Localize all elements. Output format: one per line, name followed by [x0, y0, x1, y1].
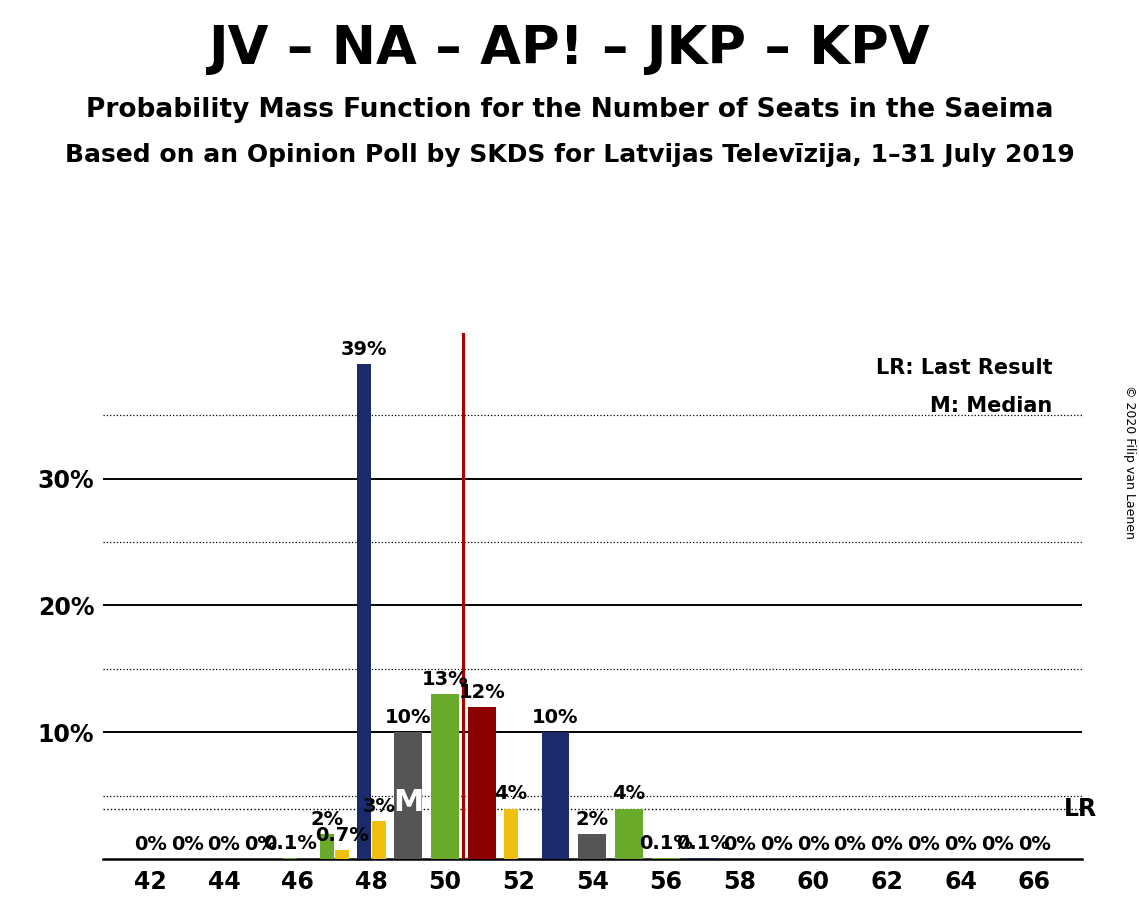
Text: 4%: 4%: [613, 784, 646, 804]
Bar: [689, 858, 716, 859]
Bar: [357, 364, 370, 859]
Bar: [579, 834, 606, 859]
Text: 10%: 10%: [385, 709, 432, 727]
Text: Based on an Opinion Poll by SKDS for Latvijas Televīzija, 1–31 July 2019: Based on an Opinion Poll by SKDS for Lat…: [65, 143, 1074, 167]
Bar: [320, 834, 334, 859]
Text: 0%: 0%: [981, 835, 1014, 855]
Text: 2%: 2%: [575, 809, 609, 829]
Text: 0%: 0%: [760, 835, 793, 855]
Text: LR: LR: [1064, 796, 1097, 821]
Bar: [372, 821, 386, 859]
Text: 39%: 39%: [341, 340, 387, 359]
Text: 0%: 0%: [944, 835, 977, 855]
Text: 0%: 0%: [870, 835, 903, 855]
Text: 10%: 10%: [532, 709, 579, 727]
Text: 0%: 0%: [723, 835, 756, 855]
Bar: [335, 850, 350, 859]
Text: © 2020 Filip van Laenen: © 2020 Filip van Laenen: [1123, 385, 1137, 539]
Bar: [468, 707, 495, 859]
Text: 0%: 0%: [834, 835, 867, 855]
Text: 0.1%: 0.1%: [263, 834, 317, 853]
Text: 2%: 2%: [310, 809, 343, 829]
Text: 4%: 4%: [494, 784, 527, 804]
Text: Probability Mass Function for the Number of Seats in the Saeima: Probability Mass Function for the Number…: [85, 97, 1054, 123]
Text: 13%: 13%: [421, 670, 468, 689]
Text: 0.7%: 0.7%: [316, 826, 369, 845]
Bar: [432, 694, 459, 859]
Text: LR: Last Result: LR: Last Result: [876, 358, 1052, 378]
Text: JV – NA – AP! – JKP – KPV: JV – NA – AP! – JKP – KPV: [208, 23, 931, 75]
Bar: [394, 733, 421, 859]
Text: 0%: 0%: [134, 835, 166, 855]
Text: 0.1%: 0.1%: [639, 834, 693, 853]
Text: 12%: 12%: [458, 683, 506, 702]
Bar: [503, 808, 518, 859]
Text: 0.1%: 0.1%: [675, 834, 730, 853]
Bar: [282, 858, 297, 859]
Bar: [653, 858, 680, 859]
Text: 0%: 0%: [245, 835, 277, 855]
Text: 3%: 3%: [362, 797, 395, 816]
Text: 0%: 0%: [1018, 835, 1050, 855]
Text: 0%: 0%: [797, 835, 829, 855]
Text: M: Median: M: Median: [931, 396, 1052, 416]
Text: 0%: 0%: [171, 835, 204, 855]
Text: 0%: 0%: [908, 835, 940, 855]
Bar: [542, 733, 570, 859]
Text: 0%: 0%: [207, 835, 240, 855]
Bar: [615, 808, 642, 859]
Text: M: M: [393, 788, 424, 817]
